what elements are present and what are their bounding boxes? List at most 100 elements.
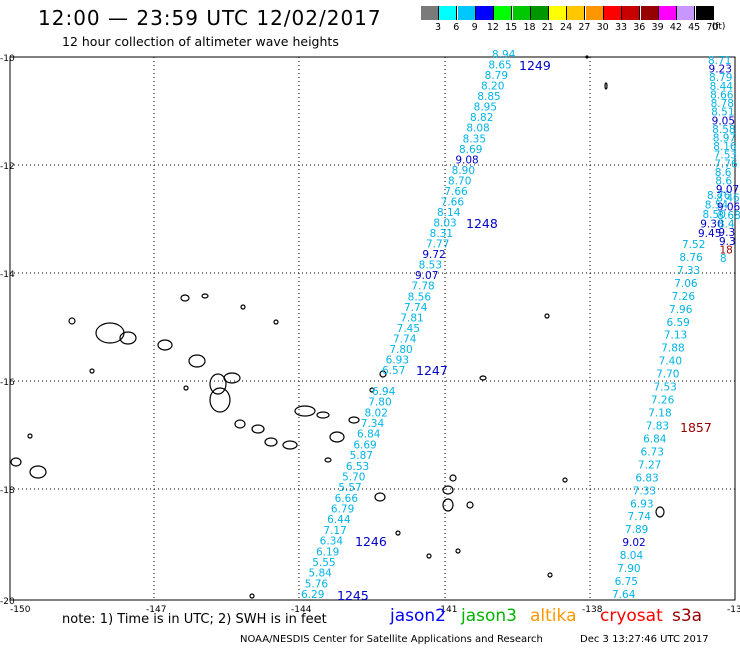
map-subtitle: 12 hour collection of altimeter wave hei… — [62, 34, 339, 49]
island-outline — [209, 373, 227, 395]
island-outline — [395, 530, 401, 536]
wave-height-reading: 8.90 — [452, 165, 475, 177]
island-outline — [273, 319, 279, 325]
wave-height-reading: 7.26 — [651, 395, 675, 407]
footer-timestamp: Dec 3 13:27:46 UTC 2017 — [580, 634, 709, 645]
wave-height-reading: 9.07 — [716, 184, 739, 196]
wave-height-reading: 6.53 — [346, 461, 369, 473]
note-text: note: 1) Time is in UTC; 2) SWH is in fe… — [62, 612, 327, 627]
lat-tick-label: -18 — [0, 486, 15, 496]
wave-height-reading: 6.93 — [386, 354, 409, 366]
colorbar-swatch — [457, 6, 476, 20]
wave-height-reading: 6.69 — [353, 439, 376, 451]
wave-height-reading: 7.76 — [714, 158, 738, 170]
wave-height-reading: 7.90 — [617, 563, 640, 575]
colorbar-swatch — [494, 6, 513, 20]
island-outline — [10, 457, 22, 467]
island-outline — [324, 457, 332, 463]
legend-item-jason3: jason3 — [461, 606, 517, 626]
wave-height-reading: 9.07 — [415, 270, 438, 282]
wave-height-reading: 8.20 — [481, 81, 504, 93]
wave-height-reading: 8.04 — [620, 550, 644, 562]
island-outline — [119, 331, 137, 345]
legend-item-cryosat: cryosat — [600, 606, 663, 626]
island-outline — [426, 553, 432, 559]
wave-height-reading: 6.94 — [372, 386, 396, 398]
island-outline — [29, 465, 47, 479]
lon-tick-label: -13 — [727, 605, 740, 615]
colorbar-swatch — [622, 6, 641, 20]
island-outline — [604, 82, 608, 90]
map-title: 12:00 — 23:59 UTC 12/02/2017 — [38, 6, 382, 30]
pass-id-label: 1247 — [416, 363, 448, 378]
wave-height-reading: 5.70 — [342, 471, 365, 483]
pass-id-label: 1245 — [337, 588, 369, 603]
wave-height-reading: 8 — [720, 253, 727, 265]
wave-height-reading: 6.83 — [635, 472, 658, 484]
wave-height-reading: 8.16 — [713, 141, 737, 153]
island-outline — [68, 317, 76, 325]
wave-height-reading: 6.57 — [382, 365, 405, 377]
island-outline — [585, 55, 589, 59]
wave-height-reading: 8.56 — [408, 291, 432, 303]
legend-item-jason2: jason2 — [390, 606, 446, 626]
wave-height-reading: 8.54 — [705, 200, 729, 212]
wave-height-reading: 6.66 — [335, 493, 359, 505]
colorbar-swatch — [549, 6, 568, 20]
wave-height-reading: 6.93 — [630, 498, 653, 510]
colorbar-swatch — [439, 6, 458, 20]
wave-height-reading: 8.82 — [470, 112, 493, 124]
wave-height-reading: 9.23 — [709, 64, 732, 76]
island-outline — [466, 501, 474, 509]
island-outline — [27, 433, 33, 439]
island-outline — [223, 372, 241, 384]
wave-height-reading: 8.79 — [709, 72, 732, 84]
wave-height-reading: 7.88 — [661, 343, 684, 355]
wave-height-reading: 9.30 — [700, 219, 723, 231]
colorbar-label: 18 — [523, 22, 536, 33]
wave-height-reading: 7.66 — [444, 186, 468, 198]
island-outline — [449, 474, 457, 482]
wave-height-reading: 7.77 — [426, 239, 449, 251]
colorbar-label: 12 — [486, 22, 499, 33]
colorbar-swatch — [677, 6, 696, 20]
colorbar-swatch — [604, 6, 622, 20]
island-outline — [348, 416, 360, 424]
wave-height-reading: 7.13 — [664, 330, 687, 342]
wave-height-reading: 6.59 — [666, 317, 689, 329]
wave-height-reading: 6.19 — [316, 546, 339, 558]
island-outline — [264, 437, 278, 447]
wave-height-reading: 7.27 — [638, 459, 661, 471]
island-outline — [89, 368, 95, 374]
island-outline — [655, 506, 665, 518]
wave-height-reading: 8.85 — [477, 91, 500, 103]
wave-height-reading: 8.14 — [437, 207, 461, 219]
island-outline — [379, 370, 387, 378]
wave-height-reading: 8.66 — [710, 89, 734, 101]
island-outline — [562, 477, 568, 483]
wave-height-reading: 7.33 — [633, 485, 656, 497]
lat-tick-label: -10 — [0, 54, 15, 64]
map-frame — [9, 56, 736, 601]
island-outline — [442, 498, 454, 512]
legend-item-altika: altika — [530, 606, 577, 626]
wave-height-reading: 9.3 — [718, 227, 735, 239]
colorbar-label: 39 — [651, 22, 664, 33]
colorbar-label: 27 — [578, 22, 591, 33]
pass-id-label: 1249 — [519, 58, 551, 73]
lon-tick-label: -138 — [582, 605, 603, 615]
colorbar-label: 21 — [541, 22, 554, 33]
wave-height-reading: 8.65 — [488, 60, 511, 72]
colorbar-label: 24 — [560, 22, 573, 33]
lon-tick-label: -147 — [146, 605, 166, 615]
wave-height-reading: 6.73 — [641, 446, 664, 458]
wave-height-reading: 5.57 — [338, 482, 361, 494]
wave-height-reading: 6.75 — [615, 576, 638, 588]
island-outline — [455, 548, 461, 554]
island-outline — [240, 304, 246, 310]
wave-height-reading: 7.34 — [361, 418, 385, 430]
wave-height-reading: 8.79 — [485, 70, 508, 82]
wave-height-reading: 8.53 — [419, 260, 442, 272]
wave-height-reading: 7.26 — [672, 291, 696, 303]
wave-height-reading: 8.35 — [463, 133, 486, 145]
